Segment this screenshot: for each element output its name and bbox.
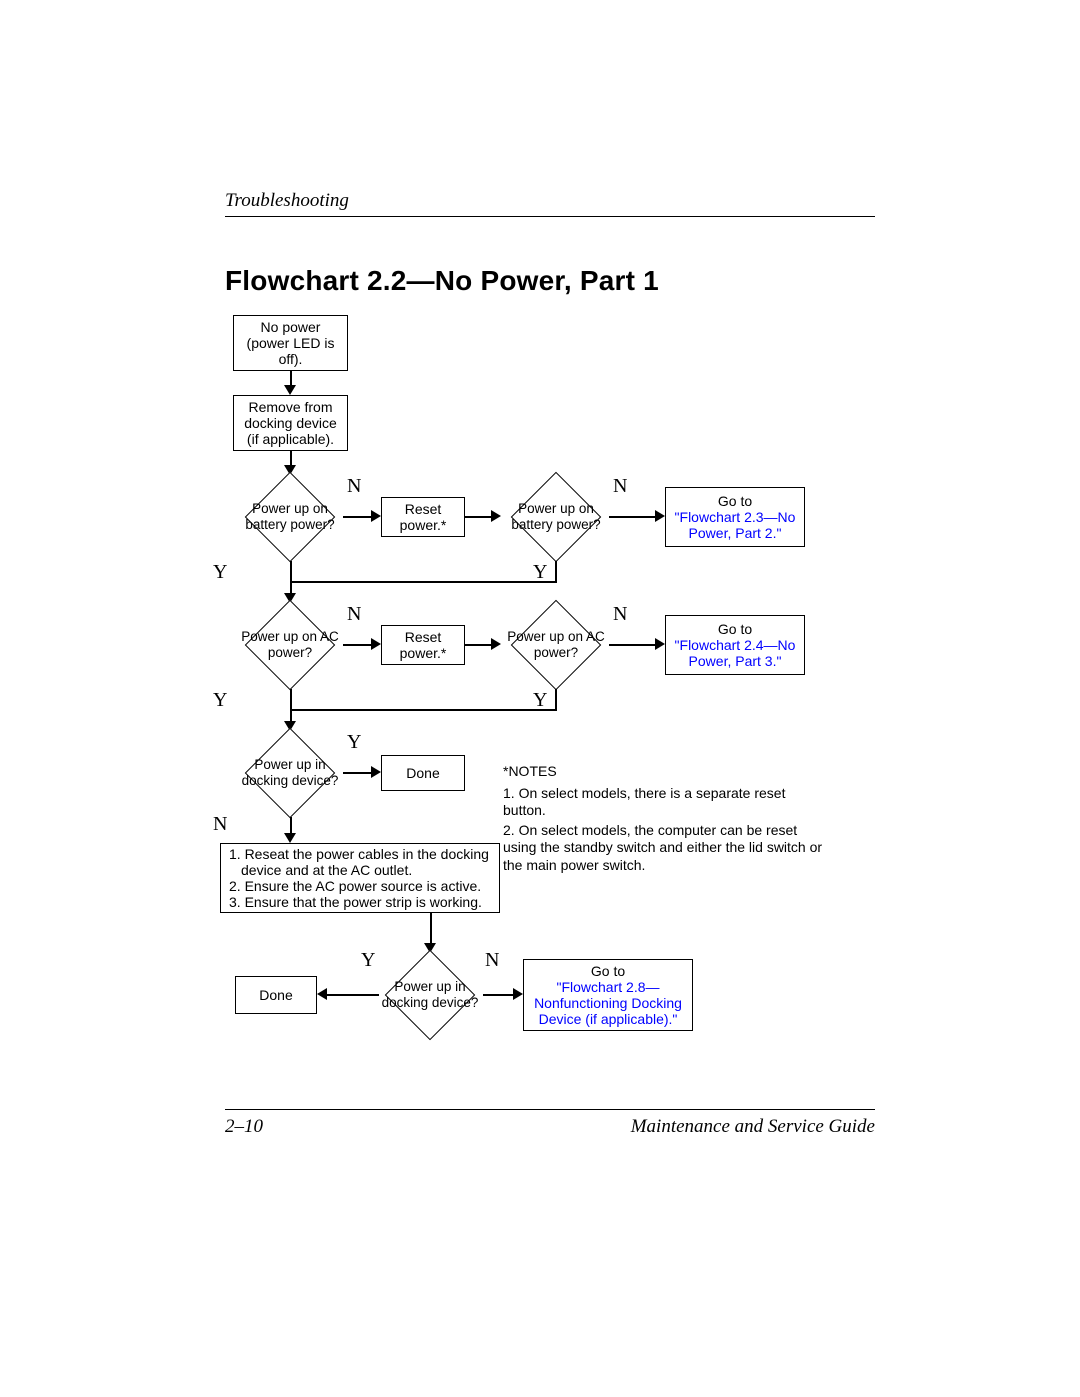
footer-rule: [225, 1109, 875, 1110]
plain-text: Go to: [718, 621, 752, 637]
node-done2: Done: [235, 976, 317, 1014]
edge: [290, 561, 292, 597]
step-line: 1. Reseat the power cables in the dockin…: [229, 846, 491, 878]
notes-block: *NOTES 1. On select models, there is a s…: [503, 763, 823, 874]
node-reset2: Reset power.*: [381, 625, 465, 665]
edge-label-y: Y: [213, 561, 227, 584]
node-d-dock1: Power up in docking device?: [235, 729, 345, 817]
step-line: 2. Ensure the AC power source is active.: [229, 878, 491, 894]
node-text: Reset power.*: [382, 501, 464, 533]
node-start: No power (power LED is off).: [233, 315, 348, 371]
node-text: Go to "Flowchart 2.3—No Power, Part 2.": [672, 493, 798, 541]
plain-text: Go to: [591, 963, 625, 979]
flowchart-canvas: No power (power LED is off). Remove from…: [225, 315, 875, 1145]
arrowhead-icon: [491, 510, 501, 522]
node-d-ac2: Power up on AC power?: [501, 601, 611, 689]
notes-item-2: 2. On select models, the computer can be…: [503, 822, 823, 875]
edge-label-y: Y: [361, 949, 375, 972]
node-text: 1. Reseat the power cables in the dockin…: [229, 846, 491, 910]
arrowhead-icon: [655, 510, 665, 522]
plain-text: Go to: [718, 493, 752, 509]
link-text[interactable]: "Flowchart 2.8—Nonfunctioning Docking De…: [534, 979, 682, 1027]
page-footer: 2–10 Maintenance and Service Guide: [225, 1105, 875, 1138]
arrowhead-icon: [284, 385, 296, 395]
arrowhead-icon: [317, 988, 327, 1000]
node-goto23[interactable]: Go to "Flowchart 2.3—No Power, Part 2.": [665, 487, 805, 547]
edge-label-n: N: [213, 813, 227, 836]
edge: [290, 581, 557, 583]
node-done1: Done: [381, 755, 465, 791]
arrowhead-icon: [655, 638, 665, 650]
notes-item-1: 1. On select models, there is a separate…: [503, 785, 823, 820]
edge-label-n: N: [347, 603, 361, 626]
edge-label-y: Y: [533, 689, 547, 712]
step-line: 3. Ensure that the power strip is workin…: [229, 894, 491, 910]
page-title: Flowchart 2.2—No Power, Part 1: [225, 265, 875, 297]
edge: [430, 913, 432, 947]
edge: [290, 689, 292, 725]
edge-label-y: Y: [347, 731, 361, 754]
edge: [555, 689, 557, 709]
node-d-batt1: Power up on battery power?: [235, 473, 345, 561]
edge: [609, 516, 659, 518]
arrowhead-icon: [371, 638, 381, 650]
edge-label-n: N: [347, 475, 361, 498]
link-text[interactable]: "Flowchart 2.4—No Power, Part 3.": [675, 637, 796, 669]
node-d-dock2: Power up in docking device?: [375, 951, 485, 1039]
node-text: Go to "Flowchart 2.8—Nonfunctioning Dock…: [530, 963, 686, 1027]
link-text[interactable]: "Flowchart 2.3—No Power, Part 2.": [675, 509, 796, 541]
arrowhead-icon: [513, 988, 523, 1000]
node-reset1: Reset power.*: [381, 497, 465, 537]
node-text: Reset power.*: [382, 629, 464, 661]
header-rule: [225, 216, 875, 217]
edge-label-y: Y: [213, 689, 227, 712]
arrowhead-icon: [491, 638, 501, 650]
guide-name: Maintenance and Service Guide: [631, 1116, 875, 1138]
edge-label-y: Y: [533, 561, 547, 584]
arrowhead-icon: [371, 510, 381, 522]
node-d-batt2: Power up on battery power?: [501, 473, 611, 561]
edge: [290, 709, 557, 711]
document-page: Troubleshooting Flowchart 2.2—No Power, …: [225, 190, 875, 1145]
node-text: Remove from docking device (if applicabl…: [240, 399, 341, 447]
page-number: 2–10: [225, 1116, 263, 1138]
node-goto24[interactable]: Go to "Flowchart 2.4—No Power, Part 3.": [665, 615, 805, 675]
edge: [555, 561, 557, 581]
node-remove: Remove from docking device (if applicabl…: [233, 395, 348, 451]
edge-label-n: N: [485, 949, 499, 972]
notes-heading: *NOTES: [503, 763, 823, 781]
edge-label-n: N: [613, 475, 627, 498]
edge: [483, 994, 517, 996]
node-d-ac1: Power up on AC power?: [235, 601, 345, 689]
node-text: No power (power LED is off).: [240, 319, 341, 367]
arrowhead-icon: [371, 766, 381, 778]
node-goto28[interactable]: Go to "Flowchart 2.8—Nonfunctioning Dock…: [523, 959, 693, 1031]
edge: [609, 644, 659, 646]
node-text: Done: [259, 987, 292, 1003]
arrowhead-icon: [284, 833, 296, 843]
node-text: Done: [406, 765, 439, 781]
edge: [325, 994, 379, 996]
node-steps: 1. Reseat the power cables in the dockin…: [220, 843, 500, 913]
section-header: Troubleshooting: [225, 190, 875, 212]
node-text: Go to "Flowchart 2.4—No Power, Part 3.": [672, 621, 798, 669]
edge-label-n: N: [613, 603, 627, 626]
